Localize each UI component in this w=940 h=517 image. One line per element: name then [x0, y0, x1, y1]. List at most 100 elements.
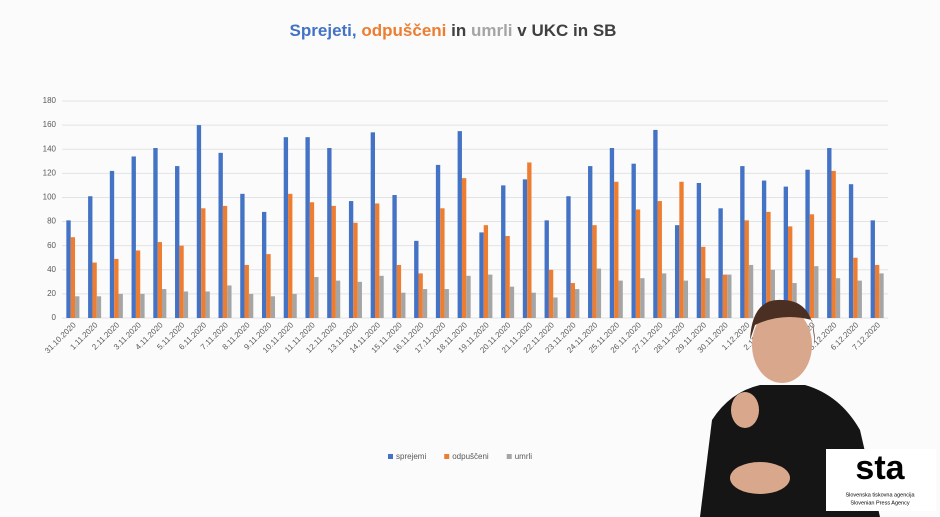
- bar: [857, 280, 862, 318]
- bar: [748, 264, 754, 318]
- logo-box: [826, 449, 936, 511]
- bar: [661, 273, 667, 318]
- bar: [479, 232, 484, 318]
- bar: [92, 262, 97, 318]
- interpreter-face: [752, 307, 812, 383]
- bar: [727, 274, 732, 318]
- bar: [140, 293, 145, 318]
- bar: [175, 166, 180, 318]
- y-tick-label: 60: [47, 241, 56, 250]
- logo: sta: [855, 449, 905, 487]
- bar: [640, 278, 645, 318]
- bar: [96, 296, 102, 318]
- bar: [375, 203, 380, 318]
- y-tick-label: 180: [43, 96, 57, 105]
- bar: [248, 293, 254, 318]
- legend-label: sprejemi: [396, 452, 426, 461]
- bar: [635, 209, 641, 318]
- bar: [314, 277, 319, 318]
- bar: [183, 291, 189, 318]
- bar: [814, 266, 819, 318]
- bar: [701, 246, 706, 318]
- y-tick-label: 20: [47, 289, 56, 298]
- bar: [740, 166, 745, 318]
- bar: [357, 281, 362, 318]
- bar: [705, 278, 710, 318]
- bar: [392, 195, 397, 318]
- title-part: odpuščeni: [361, 21, 446, 40]
- bar: [809, 214, 815, 318]
- legend-swatch: [444, 454, 450, 459]
- bar: [414, 240, 419, 318]
- y-tick-label: 0: [52, 313, 57, 322]
- bar: [588, 166, 593, 318]
- bar: [348, 201, 354, 318]
- bar: [261, 211, 267, 318]
- logo-text: Slovenska tiskovna agencija: [845, 492, 915, 498]
- bar: [853, 257, 858, 318]
- interpreter-overlay: sta Slovenska tiskovna agencija Slovenia…: [700, 299, 936, 517]
- bar: [335, 280, 341, 318]
- bar: [614, 181, 619, 318]
- bar: [135, 250, 141, 318]
- bar: [66, 220, 71, 318]
- bar: [440, 208, 445, 318]
- bar: [570, 283, 575, 318]
- bar: [770, 269, 775, 318]
- bar: [874, 264, 880, 318]
- interpreter-hair: [750, 299, 815, 345]
- bar: [205, 291, 210, 318]
- title-part: ,: [352, 21, 357, 40]
- y-tick-label: 40: [47, 265, 56, 274]
- bar: [574, 289, 580, 318]
- bar: [483, 225, 489, 318]
- bar: [240, 193, 245, 318]
- bar: [722, 274, 728, 318]
- bar: [353, 222, 358, 318]
- interpreter-hand: [730, 462, 790, 494]
- bar: [761, 180, 767, 318]
- bar: [222, 205, 228, 318]
- bar: [674, 225, 680, 318]
- bar: [548, 269, 554, 318]
- bar: [592, 225, 597, 318]
- bar: [266, 254, 271, 318]
- bar: [88, 196, 93, 318]
- bar: [527, 162, 532, 318]
- bar: [331, 205, 336, 318]
- bar: [792, 283, 797, 318]
- bar: [70, 237, 76, 318]
- bar: [201, 208, 206, 318]
- bar: [457, 131, 462, 318]
- bar: [835, 278, 841, 318]
- bar: [805, 169, 810, 318]
- bar: [270, 296, 276, 318]
- bar: [505, 236, 510, 318]
- bar: [566, 196, 571, 318]
- bar: [631, 163, 636, 318]
- bar: [370, 132, 376, 318]
- bar: [109, 170, 115, 318]
- bar: [683, 280, 689, 318]
- bar: [114, 258, 119, 318]
- title-part: umrli: [471, 21, 513, 40]
- bar: [788, 226, 793, 318]
- bar: [531, 292, 536, 318]
- y-tick-label: 140: [43, 144, 57, 153]
- chart-title: Sprejeti, odpuščeni in umrli v UKC in SB: [290, 21, 617, 40]
- y-tick-label: 80: [47, 217, 56, 226]
- title-part: in: [451, 21, 466, 40]
- bar: [161, 289, 167, 318]
- bar: [131, 156, 136, 318]
- bar: [283, 137, 289, 318]
- bar: [418, 273, 423, 318]
- bar: [153, 148, 158, 318]
- bar: [783, 186, 789, 318]
- bar: [196, 125, 202, 318]
- title-part: v UKC in SB: [517, 21, 616, 40]
- bar: [522, 179, 528, 318]
- bar: [718, 208, 723, 318]
- bar: [657, 201, 662, 318]
- bar: [509, 286, 515, 318]
